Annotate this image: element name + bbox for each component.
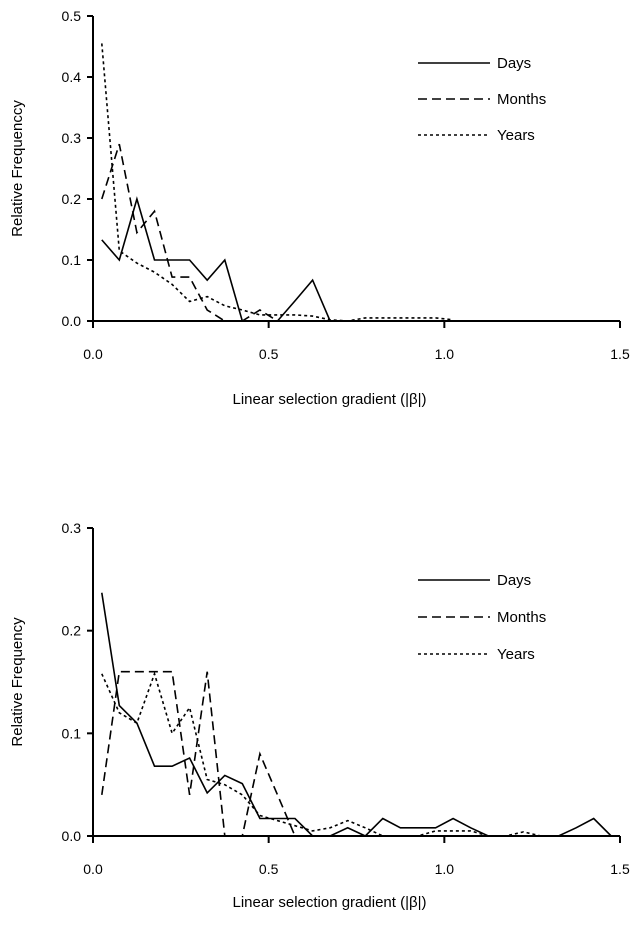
series-line-months xyxy=(101,143,278,322)
chart-1: 0.0 0.1 0.2 0.3 0.4 0.5 0.0 0.5 1.0 1.5 Linear sel… xyxy=(9,8,630,408)
x-axis-title: Linear selection gradient (|β|) xyxy=(232,391,426,408)
y-tick-label: 0.1 xyxy=(62,725,82,741)
x-tick-label: 0.0 xyxy=(83,346,103,362)
x-tick-label: 0.5 xyxy=(259,346,279,362)
y-tick-label: 0.3 xyxy=(62,130,82,146)
y-tick-label: 0.0 xyxy=(62,313,82,329)
series-line-years xyxy=(101,43,454,322)
y-tick-label: 0.0 xyxy=(62,828,82,844)
chart-2: 0.0 0.1 0.2 0.3 0.0 0.5 1.0 1.5 Linear selection… xyxy=(9,520,630,911)
y-tick-label: 0.3 xyxy=(62,520,82,536)
series-line-days xyxy=(101,592,612,837)
y-tick-label: 0.4 xyxy=(62,69,82,85)
y-tick-label: 0.5 xyxy=(62,8,82,24)
legend-label-days: Days xyxy=(497,55,531,72)
series-line-months xyxy=(101,670,296,837)
x-tick-label: 1.5 xyxy=(610,861,630,877)
x-tick-label: 1.0 xyxy=(435,346,455,362)
legend-label-years: Years xyxy=(497,127,535,144)
series-line-days xyxy=(101,196,348,322)
legend-label-months: Months xyxy=(497,609,546,626)
y-tick-label: 0.1 xyxy=(62,252,82,268)
x-tick-label: 0.0 xyxy=(83,861,103,877)
legend-label-months: Months xyxy=(497,91,546,108)
y-axis-title: Relative Frequenccy xyxy=(9,100,26,237)
legend-label-years: Years xyxy=(497,646,535,663)
x-tick-label: 0.5 xyxy=(259,861,279,877)
legend-label-days: Days xyxy=(497,572,531,589)
y-tick-label: 0.2 xyxy=(62,623,82,639)
x-tick-label: 1.5 xyxy=(610,346,630,362)
series-line-years xyxy=(101,671,542,837)
y-axis-title: Relative Frequency xyxy=(9,617,26,747)
x-tick-label: 1.0 xyxy=(435,861,455,877)
x-axis-title: Linear selection gradient (|β|) xyxy=(232,894,426,911)
y-tick-label: 0.2 xyxy=(62,191,82,207)
